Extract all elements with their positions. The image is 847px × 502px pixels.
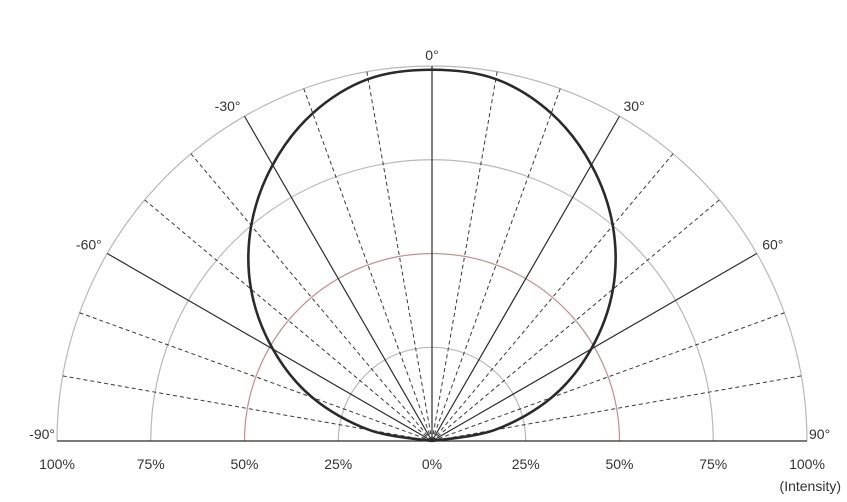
radial-tick-label-4: 0% xyxy=(422,456,442,472)
angle-label-60: 60° xyxy=(762,237,783,253)
intensity-curve-layer xyxy=(247,68,617,443)
angle-label-30: 30° xyxy=(624,98,645,114)
polar-grid xyxy=(56,65,808,442)
radial-unit-label: (Intensity) xyxy=(780,478,841,494)
angle-label--30: -30° xyxy=(215,98,241,114)
radial-tick-label-8: 100% xyxy=(789,456,825,472)
radial-tick-label-0: 100% xyxy=(39,456,75,472)
radial-major-30 xyxy=(431,115,621,442)
radial-tick-label-1: 75% xyxy=(137,456,165,472)
radial-major--60 xyxy=(106,252,433,442)
radial-major-60 xyxy=(431,252,758,442)
radial-tick-label-2: 50% xyxy=(230,456,258,472)
radial-major--30 xyxy=(243,115,433,442)
radial-tick-label-7: 75% xyxy=(699,456,727,472)
angle-label--60: -60° xyxy=(76,237,102,253)
radial-tick-label-5: 25% xyxy=(512,456,540,472)
angle-label-90: 90° xyxy=(809,426,830,442)
radial-tick-label-6: 50% xyxy=(605,456,633,472)
chart-labels: -90° -60° -30° 0° 30° 60° 90° 100% 75% 50% 25% 0% 25… xyxy=(29,47,830,472)
intensity-curve xyxy=(247,68,617,443)
angle-label--90: -90° xyxy=(29,426,55,442)
radial-tick-label-3: 25% xyxy=(324,456,352,472)
angle-label-0: 0° xyxy=(425,47,438,63)
